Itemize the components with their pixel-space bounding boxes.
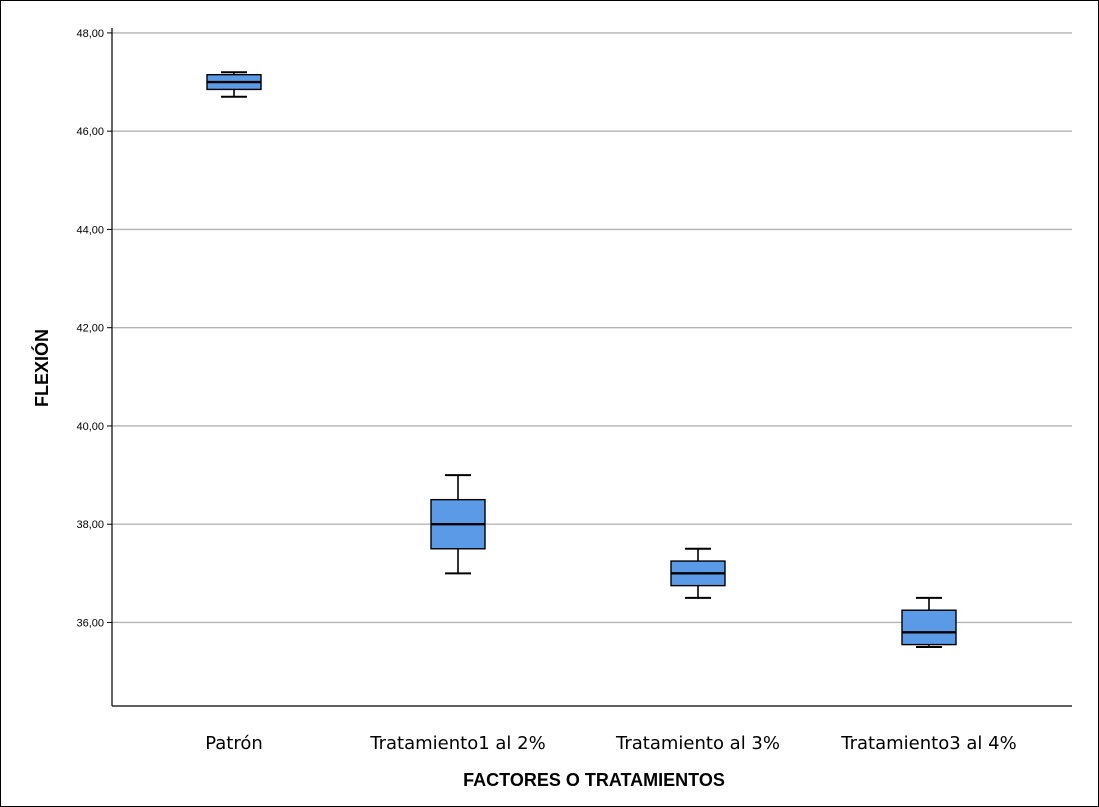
x-category-labels: Patrón Tratamiento1 al 2% Tratamiento al 3… — [205, 733, 1017, 754]
y-tick-labels: 48,00 46,00 44,00 42,00 40,00 38,00 36,00 — [76, 28, 104, 630]
y-tick-label: 44,00 — [76, 224, 104, 236]
y-tick-label: 46,00 — [76, 126, 104, 138]
box-4 — [901, 596, 957, 649]
box-2 — [430, 474, 486, 575]
box-3 — [670, 547, 726, 599]
y-axis-title: FLEXIÓN — [31, 329, 52, 407]
y-tick-label: 42,00 — [76, 323, 104, 335]
x-category-label: Tratamiento al 3% — [615, 733, 780, 754]
x-category-label: Tratamiento1 al 2% — [369, 733, 545, 754]
box-1 — [206, 71, 262, 98]
iqr-box — [901, 609, 957, 646]
box-series — [206, 71, 957, 649]
y-tick-label: 38,00 — [76, 519, 104, 531]
y-tick-label: 40,00 — [76, 421, 104, 433]
gridlines — [107, 32, 1072, 624]
y-tick-label: 48,00 — [76, 28, 104, 40]
y-tick-label: 36,00 — [76, 617, 104, 629]
x-category-label: Patrón — [205, 733, 263, 754]
x-axis-title: FACTORES O TRATAMIENTOS — [463, 770, 725, 790]
x-category-label: Tratamiento3 al 4% — [840, 733, 1016, 754]
